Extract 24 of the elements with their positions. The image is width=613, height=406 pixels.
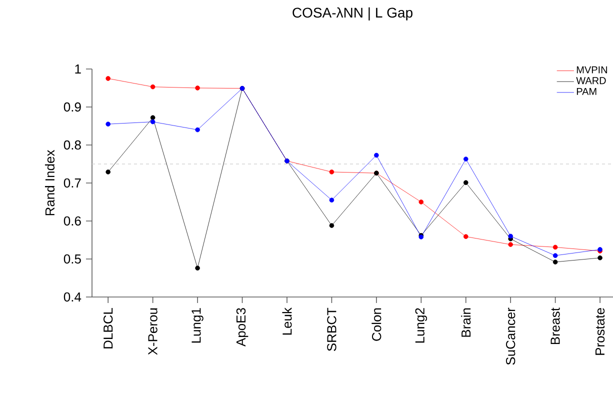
x-tick-label: Brain (461, 308, 471, 337)
x-tick-label: Breast (550, 308, 560, 344)
x-tick-label: ApoE3 (236, 308, 248, 347)
legend-label: PAM (576, 88, 596, 95)
x-tick-label: Leuk (282, 308, 292, 335)
x-tick-label: DLBCL (104, 308, 113, 348)
x-tick-label: Lung1 (192, 308, 204, 343)
y-tick-label: 0.4 (64, 292, 82, 302)
x-tick-label: X-Perou (148, 308, 158, 355)
y-tick-label: 0.5 (64, 254, 81, 264)
y-tick-label: 0.7 (64, 178, 81, 188)
y-tick-label: 0.8 (64, 140, 81, 150)
y-tick-label: 0.6 (64, 216, 81, 226)
y-axis-title: Rand Index (44, 150, 55, 216)
y-tick-label: 0.9 (64, 102, 81, 112)
x-tick-label: Colon (372, 308, 382, 341)
x-tick-label: Lung2 (415, 308, 428, 343)
x-tick-label: Prostate (596, 308, 605, 355)
x-tick-label: SuCancer (506, 308, 516, 365)
chart-title: COSA-λNN | L Gap (292, 7, 412, 20)
x-tick-label: SRBCT (327, 308, 336, 351)
legend-label: MVPIN (576, 66, 607, 74)
legend-label: WARD (576, 77, 606, 84)
y-tick-label: 1 (75, 64, 81, 74)
